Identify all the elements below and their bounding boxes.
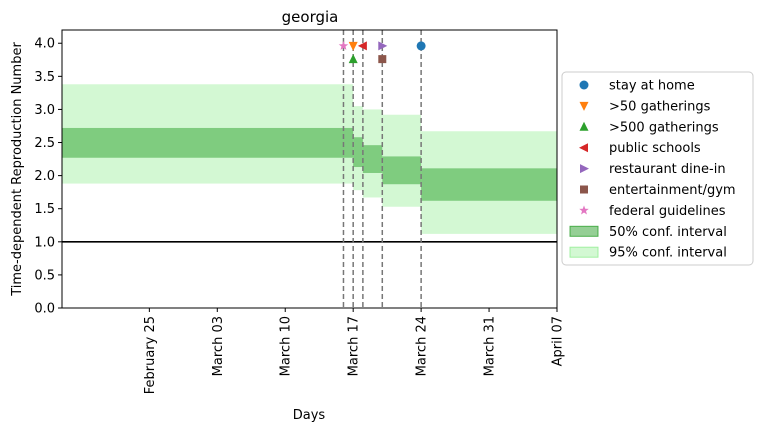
ci-50-segment-3 [382, 156, 422, 185]
x-axis-label: Days [293, 408, 326, 423]
y-tick-label-6: 3.0 [34, 103, 55, 118]
intervention-marker-5 [378, 55, 387, 64]
x-tick-label-1: March 03 [211, 316, 226, 376]
ci-50-segment-0 [62, 127, 354, 158]
legend-marker-1 [579, 101, 589, 111]
chart-title: georgia [282, 8, 339, 26]
plot-area [61, 29, 558, 309]
legend-label-2: >500 gatherings [609, 120, 719, 135]
legend-label-6: federal guidelines [609, 204, 726, 219]
legend-interval-label-0: 50% conf. interval [609, 225, 727, 240]
x-tick-label-3: March 17 [347, 316, 362, 376]
legend-label-0: stay at home [609, 79, 695, 94]
intervention-marker-0 [416, 41, 426, 51]
y-tick-label-1: 0.5 [34, 268, 55, 283]
y-axis: 0.0 0.5 1.0 1.5 2.0 2.5 3.0 3.5 4.0 [34, 37, 62, 317]
y-tick-label-3: 1.5 [34, 202, 55, 217]
intervention-marker-3 [357, 41, 367, 51]
x-tick-label-2: March 10 [279, 316, 294, 376]
legend-label-3: public schools [609, 141, 701, 156]
x-axis: February 25 March 03 March 10 March 17 March… [143, 308, 566, 394]
x-tick-label-5: March 31 [483, 316, 498, 376]
legend-marker-2 [579, 121, 589, 131]
intervention-marker-2 [348, 54, 358, 64]
x-tick-label-6: April 07 [551, 316, 566, 366]
intervention-marker-4 [378, 41, 388, 51]
ci-50-segment-4 [421, 168, 557, 201]
x-tick-label-0: February 25 [143, 316, 158, 394]
y-tick-label-7: 3.5 [34, 70, 55, 85]
intervention-marker-1 [348, 41, 358, 51]
legend-patch-0 [569, 225, 599, 237]
y-tick-label-2: 1.0 [34, 235, 55, 250]
plot-frame [61, 29, 558, 309]
legend-patch-1 [569, 246, 599, 258]
legend-label-4: restaurant dine-in [609, 162, 726, 177]
legend: stay at home >50 gatherings >500 gathering… [561, 71, 754, 266]
y-tick-label-0: 0.0 [34, 302, 55, 317]
legend-label-5: entertainment/gym [609, 183, 736, 198]
legend-interval-label-1: 95% conf. interval [609, 246, 727, 261]
y-tick-label-8: 4.0 [34, 37, 55, 52]
y-tick-label-4: 2.0 [34, 169, 55, 184]
x-tick-label-4: March 24 [415, 316, 430, 376]
legend-label-1: >50 gatherings [609, 99, 711, 114]
legend-marker-6 [579, 205, 589, 215]
intervention-marker-6 [338, 40, 349, 50]
legend-marker-3 [579, 143, 588, 153]
ci-50-segment-1 [353, 137, 363, 168]
legend-marker-5 [580, 185, 588, 194]
y-axis-label: Time-dependent Reproduction Number [10, 42, 25, 297]
y-tick-label-5: 2.5 [34, 136, 55, 151]
legend-marker-0 [579, 80, 589, 90]
ci-50-segment-2 [362, 145, 383, 173]
legend-box [561, 71, 754, 266]
legend-marker-4 [580, 164, 589, 174]
